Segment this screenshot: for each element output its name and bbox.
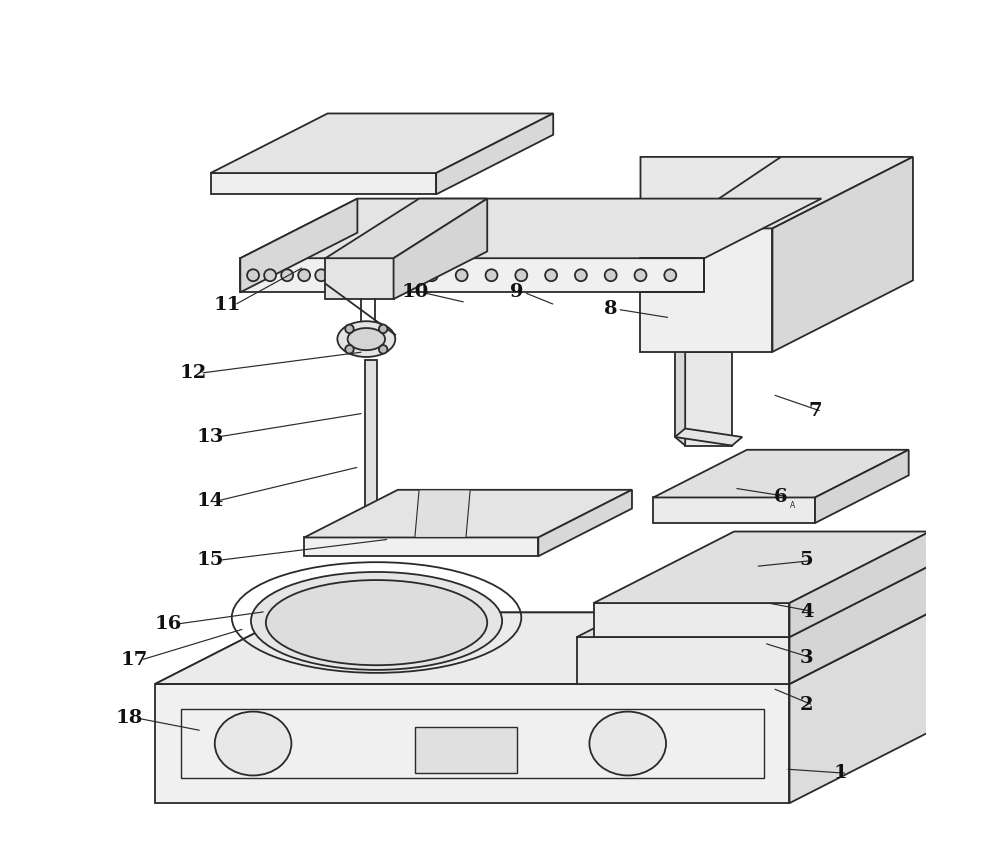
Circle shape [456,269,468,281]
Polygon shape [415,490,470,537]
Polygon shape [653,497,815,523]
Circle shape [345,345,354,354]
Polygon shape [211,113,553,173]
Polygon shape [304,537,538,556]
Circle shape [545,269,557,281]
Ellipse shape [266,580,487,665]
Polygon shape [789,613,930,803]
Ellipse shape [215,711,291,776]
Text: 16: 16 [154,615,182,633]
Circle shape [379,325,387,333]
Text: 4: 4 [800,602,813,620]
Text: 9: 9 [510,284,524,302]
Text: 3: 3 [800,650,813,668]
Text: 2: 2 [800,696,813,714]
Circle shape [426,269,438,281]
Text: 7: 7 [808,403,822,421]
Ellipse shape [251,572,502,670]
Circle shape [664,269,676,281]
Text: 14: 14 [197,492,224,510]
Polygon shape [394,199,487,299]
Circle shape [247,269,259,281]
Circle shape [379,345,387,354]
Polygon shape [594,603,789,637]
Circle shape [281,269,293,281]
Ellipse shape [337,321,395,357]
Polygon shape [685,352,732,446]
Polygon shape [815,450,909,523]
Polygon shape [789,566,930,684]
Text: 8: 8 [604,300,617,318]
Polygon shape [772,157,913,352]
Text: 15: 15 [197,551,224,569]
Polygon shape [640,157,913,229]
Text: 13: 13 [197,428,224,446]
Ellipse shape [348,328,385,351]
Circle shape [486,269,497,281]
Polygon shape [155,613,930,684]
Circle shape [315,269,327,281]
Polygon shape [436,113,553,195]
Circle shape [575,269,587,281]
Polygon shape [640,157,781,229]
Polygon shape [594,531,930,603]
Polygon shape [640,229,772,352]
Circle shape [298,269,310,281]
Text: 17: 17 [120,651,148,669]
Text: 10: 10 [401,284,428,302]
Text: 12: 12 [180,364,207,382]
Polygon shape [325,258,394,299]
Polygon shape [240,258,704,292]
Text: 1: 1 [834,764,847,782]
Polygon shape [365,360,377,548]
Circle shape [635,269,646,281]
Polygon shape [240,199,357,292]
Circle shape [337,269,348,281]
Polygon shape [325,199,487,258]
Text: 6: 6 [774,488,788,506]
Circle shape [264,269,276,281]
Text: 18: 18 [116,709,143,727]
Polygon shape [577,637,789,684]
Circle shape [605,269,617,281]
Polygon shape [304,490,632,537]
Polygon shape [415,727,517,773]
Polygon shape [789,531,930,637]
Polygon shape [577,566,930,637]
Polygon shape [675,428,742,446]
Polygon shape [211,173,436,195]
Polygon shape [538,490,632,556]
Polygon shape [653,450,909,497]
Polygon shape [675,335,742,352]
Circle shape [345,325,354,333]
Polygon shape [155,684,789,803]
Circle shape [366,269,378,281]
Text: 11: 11 [214,296,241,314]
Ellipse shape [589,711,666,776]
Text: 5: 5 [800,551,813,569]
Polygon shape [155,613,930,684]
Circle shape [396,269,408,281]
Text: A: A [789,500,795,510]
Circle shape [515,269,527,281]
Polygon shape [240,199,821,258]
Polygon shape [675,344,685,446]
